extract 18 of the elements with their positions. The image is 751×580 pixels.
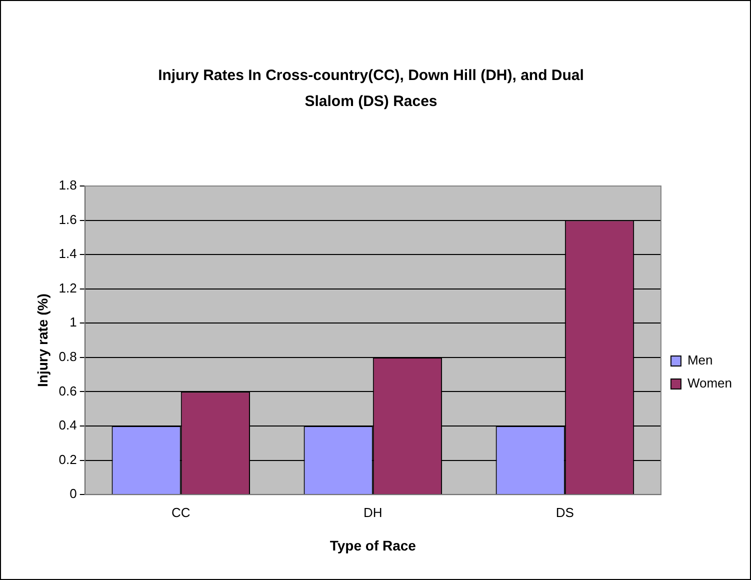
x-tick-label: DS	[556, 504, 574, 520]
y-tick-label: 1.2	[58, 280, 77, 296]
chart-title: Injury Rates In Cross-country(CC), Down Hill (DH), and Dual Slalom (DS) Races	[157, 66, 585, 112]
y-tick-label: 1.6	[58, 212, 77, 227]
y-tick-label: 0.6	[58, 383, 77, 398]
y-tick-label: 1.8	[58, 178, 77, 193]
y-tick-label: 0.2	[58, 452, 77, 467]
y-axis-title: Injury rate (%)	[34, 294, 50, 387]
legend-label: Women	[687, 376, 732, 391]
y-tick-label: 1	[70, 314, 77, 330]
x-tick-label: CC	[171, 504, 190, 520]
x-tick-label: DH	[364, 504, 382, 520]
y-tick-label: 0.4	[58, 418, 77, 433]
legend-label: Men	[687, 352, 713, 368]
y-tick-label: 0	[70, 486, 77, 502]
x-axis-title: Type of Race	[330, 537, 416, 554]
y-tick-label: 0.8	[58, 349, 77, 364]
y-tick-label: 1.4	[58, 246, 77, 262]
